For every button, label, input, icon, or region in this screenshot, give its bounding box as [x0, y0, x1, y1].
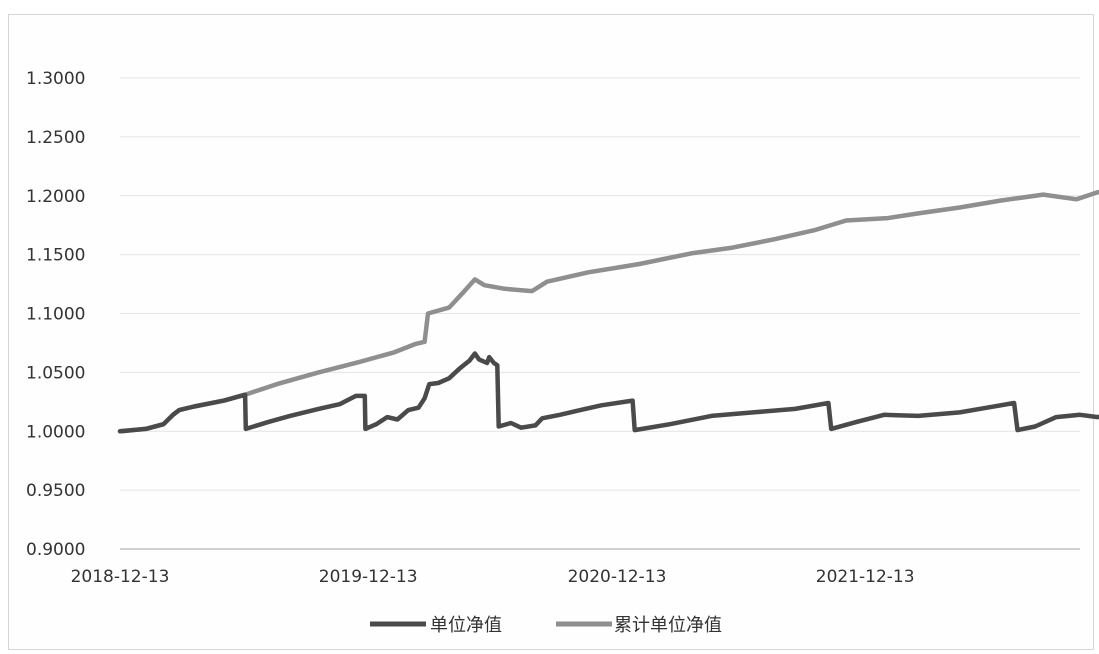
- y-tick-label: 1.2500: [26, 128, 85, 148]
- legend: 单位净值 累计单位净值: [370, 615, 722, 636]
- x-tick-label: 2019-12-13: [319, 567, 418, 587]
- legend-label: 单位净值: [430, 615, 502, 636]
- y-tick-label: 1.1500: [26, 246, 85, 266]
- gridlines: [120, 77, 1080, 550]
- y-tick-label: 1.1000: [26, 305, 85, 325]
- series-line-cumulative-nav: [117, 189, 1099, 434]
- legend-label: 累计单位净值: [614, 615, 722, 636]
- x-tick-label: 2020-12-13: [568, 567, 667, 587]
- y-tick-label: 0.9500: [26, 481, 85, 501]
- chart-frame: [8, 14, 1094, 650]
- y-tick-label: 0.9000: [26, 540, 85, 560]
- series-line-unit-nav: [117, 351, 1099, 434]
- y-tick-label: 1.3000: [26, 69, 85, 89]
- y-tick-label: 1.0000: [26, 422, 85, 442]
- y-tick-label: 1.0500: [26, 363, 85, 383]
- x-tick-label: 2018-12-13: [71, 567, 170, 587]
- y-axis-ticks: 0.9000 0.9500 1.0000 1.0500 1.1000 1.1500 1.20…: [26, 69, 85, 560]
- series-lines: [117, 189, 1099, 434]
- y-tick-label: 1.2000: [26, 187, 85, 207]
- x-axis-ticks: 2018-12-13 2019-12-13 2020-12-13 2021-12-13: [71, 567, 915, 587]
- x-tick-label: 2021-12-13: [816, 567, 915, 587]
